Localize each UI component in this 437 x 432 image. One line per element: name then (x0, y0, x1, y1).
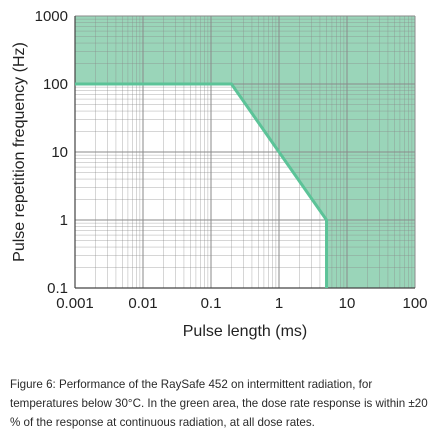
x-axis-label: Pulse length (ms) (183, 323, 308, 340)
x-tick-label: 1 (275, 295, 283, 312)
y-tick-label: 100 (43, 76, 68, 93)
y-axis-ticks: 0.1 1 10 100 1000 (35, 8, 68, 297)
x-tick-label: 0.1 (201, 295, 222, 312)
y-tick-label: 0.1 (47, 280, 68, 297)
grid (74, 15, 416, 289)
boundary-line (75, 82, 329, 288)
x-tick-label: 10 (339, 295, 356, 312)
y-tick-label: 1 (60, 212, 68, 229)
x-tick-label: 0.001 (56, 295, 94, 312)
figure-caption: Figure 6: Performance of the RaySafe 452… (10, 378, 428, 429)
x-axis-ticks: 0.001 0.01 0.1 1 10 100 (56, 295, 427, 312)
x-tick-label: 100 (402, 295, 427, 312)
boundary-layer (75, 82, 329, 288)
y-tick-label: 10 (51, 144, 68, 161)
performance-chart: 0.001 0.01 0.1 1 10 100 0.1 1 10 100 1000 Pulse l… (11, 8, 428, 340)
x-tick-label: 0.01 (128, 295, 157, 312)
y-axis-label: Pulse repetition frequency (Hz) (11, 42, 28, 262)
y-tick-label: 1000 (35, 8, 68, 25)
